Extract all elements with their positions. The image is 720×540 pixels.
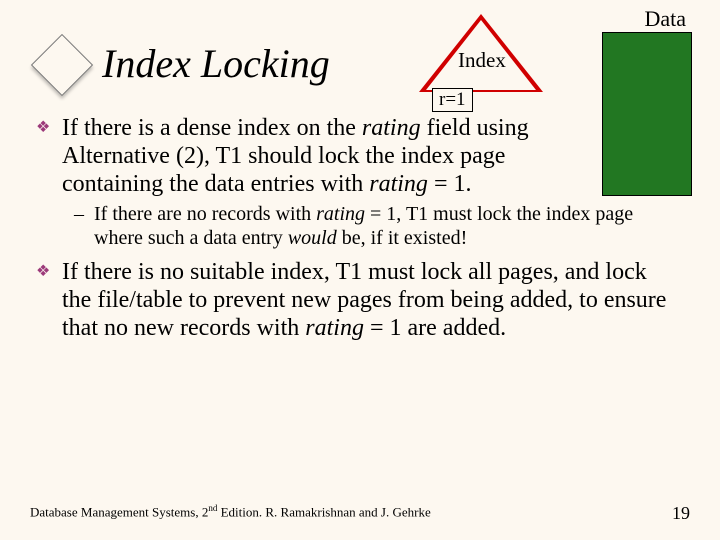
bullet-item: ❖ If there is no suitable index, T1 must… xyxy=(36,258,690,342)
data-label: Data xyxy=(644,6,686,32)
title-diamond-icon xyxy=(30,31,94,95)
bullet-text: If there is no suitable index, T1 must l… xyxy=(62,258,682,342)
footer-text: Database Management Systems, 2nd Edition… xyxy=(30,503,431,524)
sub-bullet-item: – If there are no records with rating = … xyxy=(74,202,690,250)
bullet-text: If there is a dense index on the rating … xyxy=(62,114,610,198)
bullet-icon: ❖ xyxy=(36,258,62,342)
r1-box: r=1 xyxy=(432,88,473,112)
bullet-icon: ❖ xyxy=(36,114,62,198)
page-number: 19 xyxy=(672,503,690,524)
index-label: Index xyxy=(458,48,506,73)
data-box xyxy=(602,32,692,196)
dash-icon: – xyxy=(74,202,94,250)
content: ❖ If there is a dense index on the ratin… xyxy=(30,114,690,342)
sub-bullet-text: If there are no records with rating = 1,… xyxy=(94,202,654,250)
page-title: Index Locking xyxy=(102,40,330,87)
bullet-item: ❖ If there is a dense index on the ratin… xyxy=(36,114,690,198)
index-diagram: Index r=1 xyxy=(414,14,548,92)
